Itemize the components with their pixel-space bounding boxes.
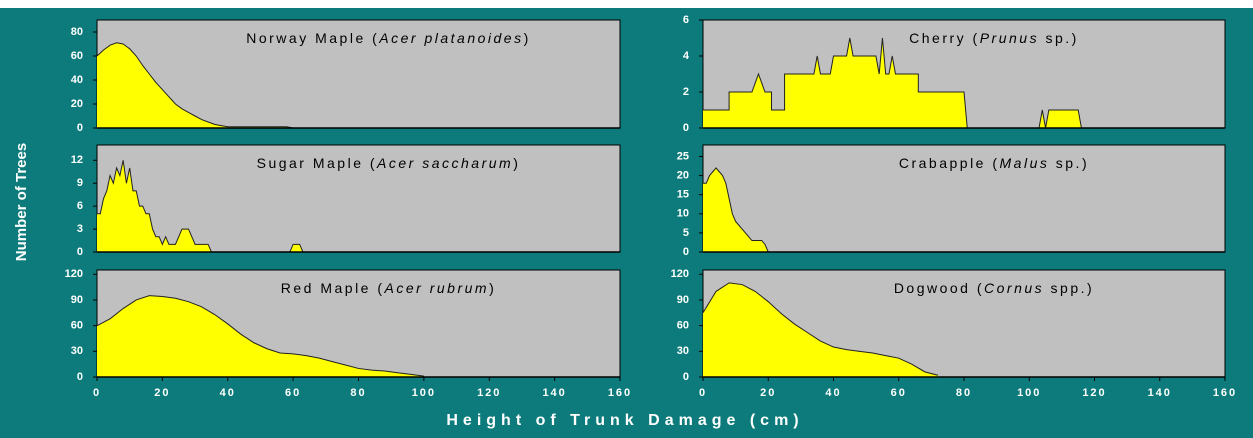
x-tick-label: 100 — [1017, 387, 1041, 399]
x-tick-label: 60 — [891, 387, 907, 399]
y-tick-label: 9 — [77, 177, 83, 189]
panel-title: Sugar Maple (Acer saccharum) — [257, 155, 521, 171]
y-tick-label: 5 — [683, 227, 689, 239]
x-tick-label: 60 — [285, 387, 301, 399]
panel-title: Red Maple (Acer rubrum) — [281, 280, 496, 296]
y-tick-label: 4 — [683, 50, 690, 62]
x-axis-label: Height of Trunk Damage (cm) — [446, 412, 803, 429]
area-line — [96, 42, 294, 129]
x-tick-label: 0 — [699, 387, 707, 399]
y-tick-label: 0 — [77, 122, 83, 134]
x-tick-label: 140 — [542, 387, 566, 399]
y-tick-label: 30 — [677, 345, 689, 357]
x-tick-label: 160 — [608, 387, 632, 399]
x-tick-label: 120 — [477, 387, 501, 399]
area-fill — [703, 282, 938, 377]
area-fill — [703, 38, 1082, 128]
x-tick-label: 20 — [760, 387, 776, 399]
y-tick-label: 0 — [683, 122, 689, 134]
x-tick-label: 40 — [220, 387, 236, 399]
y-tick-label: 20 — [677, 169, 689, 181]
area-fill — [97, 295, 424, 377]
y-tick-label: 0 — [683, 371, 689, 383]
y-tick-label: 12 — [71, 154, 83, 166]
area-line — [97, 160, 304, 253]
y-tick-label: 6 — [77, 200, 83, 212]
y-tick-label: 120 — [671, 268, 689, 280]
y-tick-label: 0 — [683, 246, 689, 258]
panel-title: Norway Maple (Acer platanoides) — [246, 30, 531, 46]
y-tick-label: 0 — [77, 246, 83, 258]
area-fill — [97, 160, 303, 252]
y-tick-label: 90 — [677, 294, 689, 306]
x-tick-label: 160 — [1213, 387, 1237, 399]
y-tick-label: 6 — [683, 14, 689, 26]
y-tick-label: 25 — [677, 150, 689, 162]
y-tick-label: 3 — [77, 223, 83, 235]
plot-area — [702, 144, 1226, 253]
y-tick-label: 10 — [677, 208, 689, 220]
y-tick-label: 60 — [71, 320, 83, 332]
y-tick-label: 0 — [77, 371, 83, 383]
area-line — [702, 282, 939, 376]
x-tick-label: 120 — [1082, 387, 1106, 399]
area-fill — [97, 42, 294, 128]
x-tick-label: 80 — [956, 387, 972, 399]
x-tick-label: 0 — [93, 387, 101, 399]
area-line — [703, 167, 769, 253]
y-tick-label: 30 — [71, 345, 83, 357]
area-line — [96, 295, 424, 377]
x-tick-label: 100 — [412, 387, 436, 399]
y-tick-label: 2 — [683, 86, 689, 98]
panel-title: Cherry (Prunus sp.) — [909, 30, 1079, 46]
y-tick-label: 90 — [71, 294, 83, 306]
x-tick-label: 80 — [350, 387, 366, 399]
x-tick-label: 40 — [825, 387, 841, 399]
y-tick-label: 60 — [71, 50, 83, 62]
x-tick-label: 20 — [154, 387, 170, 399]
y-tick-label: 120 — [65, 268, 83, 280]
y-tick-label: 40 — [71, 74, 83, 86]
panel-title: Dogwood (Cornus spp.) — [894, 280, 1094, 296]
panel-title: Crabapple (Malus sp.) — [899, 155, 1089, 171]
y-tick-label: 60 — [677, 320, 689, 332]
y-tick-label: 80 — [71, 26, 83, 38]
x-tick-label: 140 — [1148, 387, 1172, 399]
y-tick-label: 15 — [677, 189, 689, 201]
y-axis-label: Number of Trees — [13, 143, 30, 261]
area-fill — [703, 167, 769, 252]
y-tick-label: 20 — [71, 98, 83, 110]
